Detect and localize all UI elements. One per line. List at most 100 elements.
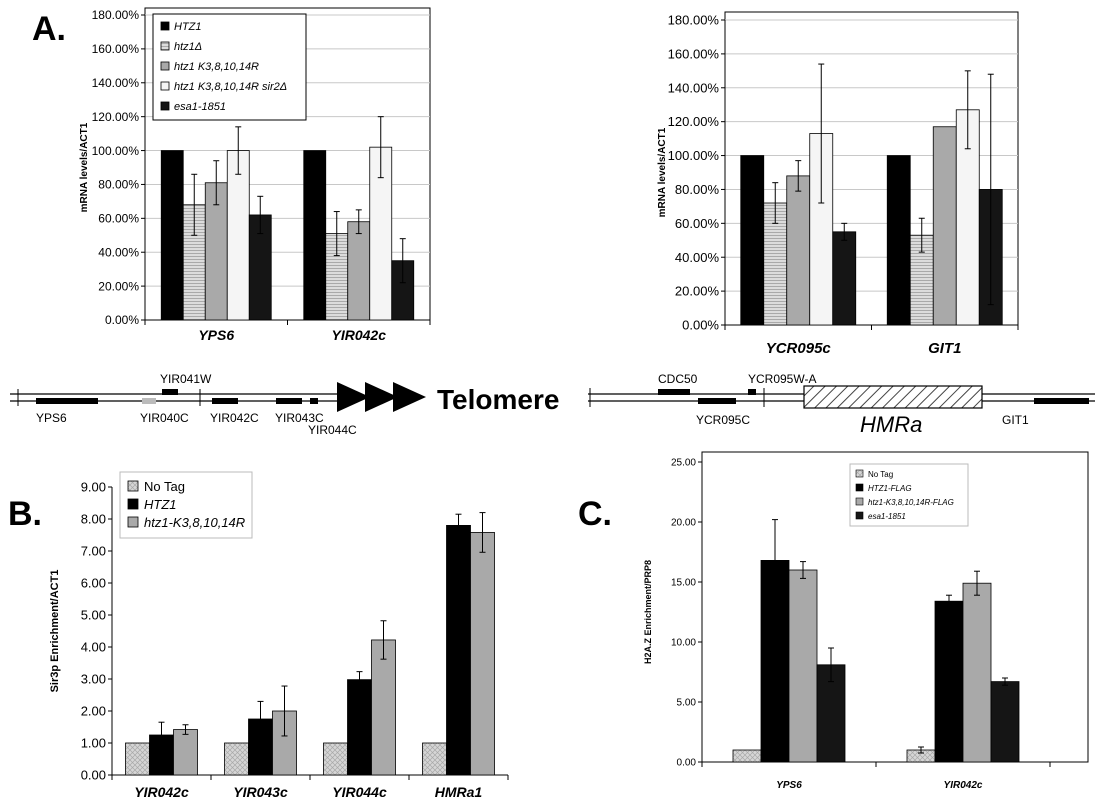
y-tick-label: 40.00% — [675, 250, 720, 265]
legend-a-swatch-2 — [160, 61, 170, 71]
y-tick-label: 140.00% — [92, 76, 140, 90]
legend-a-label-0: HTZ1 — [174, 21, 202, 33]
y-axis-title: H2A.Z Enrichment/PRP8 — [643, 560, 653, 664]
y-tick-label: 1.00 — [81, 736, 106, 751]
bar — [962, 582, 992, 763]
bar — [788, 569, 818, 763]
y-tick-label: 9.00 — [81, 480, 106, 495]
gene-label-yir043c: YIR043C — [275, 411, 324, 425]
bar — [347, 221, 371, 321]
gene-label-yir040c: YIR040C — [140, 411, 189, 425]
legend-b-swatch-0 — [127, 480, 139, 492]
legend-c-swatch-3 — [855, 511, 864, 520]
legend-a-swatch-4 — [160, 101, 170, 111]
legend-a-frame — [152, 13, 307, 121]
y-tick-label: 4.00 — [81, 640, 106, 655]
bar — [125, 742, 150, 776]
legend-c-frame — [849, 463, 969, 527]
y-tick-label: 10.00 — [671, 638, 696, 649]
y-tick-label: 40.00% — [98, 245, 139, 259]
bar — [347, 679, 372, 776]
gene-ycr095w-a — [748, 389, 756, 395]
gene-yir041w — [162, 389, 178, 395]
category-label: YIR042c — [944, 780, 983, 791]
y-tick-label: 0.00% — [682, 318, 719, 333]
telomere-arrow-1 — [337, 382, 370, 412]
legend-b-frame — [119, 471, 253, 539]
legend-b-label-0: No Tag — [144, 479, 185, 494]
category-label: GIT1 — [928, 340, 961, 357]
y-tick-label: 140.00% — [668, 80, 720, 95]
bar — [732, 749, 762, 763]
y-tick-label: 15.00 — [671, 578, 696, 589]
legend-b-label-2: htz1-K3,8,10,14R — [144, 515, 245, 530]
legend-c-swatch-2 — [855, 497, 864, 506]
legend-a-swatch-0 — [160, 21, 170, 31]
gene-label-yir044c: YIR044C — [308, 423, 357, 437]
gene-cdc50 — [658, 389, 690, 395]
y-tick-label: 100.00% — [92, 144, 140, 158]
legend-a-label-1: htz1Δ — [174, 41, 202, 53]
y-tick-label: 20.00% — [98, 279, 139, 293]
chart-a-right: 0.00% 20.00% 40.00% 60.00% 80.00% 100.00% 120.… — [657, 11, 1019, 357]
panel-label-a: A. — [32, 10, 66, 48]
chart-c: 0.00 5.00 10.00 15.00 20.00 25.00 YPS6 YIR042c H… — [643, 451, 1089, 791]
legend-b-swatch-1 — [127, 498, 139, 510]
y-tick-label: 0.00% — [105, 313, 139, 327]
y-tick-label: 5.00 — [81, 608, 106, 623]
legend-c-label-0: No Tag — [868, 470, 893, 479]
legend-c: No Tag HTZ1-FLAG htz1-K3,8,10,14R-FLAG e… — [849, 463, 969, 527]
bar — [226, 150, 250, 321]
y-tick-label: 6.00 — [81, 576, 106, 591]
y-tick-label: 0.00 — [81, 768, 106, 783]
gene-label-hmra: HMRa — [860, 412, 922, 437]
y-axis-title: mRNA levels/ACT1 — [657, 127, 668, 217]
gene-label-git1: GIT1 — [1002, 413, 1029, 427]
legend-a-label-4: esa1-1851 — [174, 101, 226, 113]
bar — [224, 742, 249, 776]
legend-b-label-1: HTZ1 — [144, 497, 177, 512]
y-axis-title: mRNA levels/ACT1 — [79, 122, 90, 212]
category-label: YIR043c — [233, 784, 288, 800]
gene-label-yps6: YPS6 — [36, 411, 67, 425]
y-tick-label: 80.00% — [98, 178, 139, 192]
y-tick-label: 0.00 — [677, 758, 697, 769]
gene-label-yir042c: YIR042C — [210, 411, 259, 425]
y-tick-label: 8.00 — [81, 512, 106, 527]
gene-label-ycr095w-a: YCR095W-A — [748, 372, 816, 386]
legend-b: No Tag HTZ1 htz1-K3,8,10,14R — [119, 471, 253, 539]
y-tick-label: 3.00 — [81, 672, 106, 687]
y-tick-label: 80.00% — [675, 182, 720, 197]
telomere-arrow-2 — [365, 382, 398, 412]
category-label: YIR042c — [332, 327, 387, 343]
gene-yir040c — [142, 398, 156, 404]
gene-yir042c — [212, 398, 238, 404]
bar — [740, 155, 765, 326]
legend-c-label-1: HTZ1-FLAG — [868, 484, 912, 493]
genome-map-right: CDC50 YCR095W-A YCR095C HMRa GIT1 — [588, 372, 1095, 437]
gene-label-ycr095c: YCR095C — [696, 413, 750, 427]
bar — [371, 639, 396, 776]
y-tick-label: 180.00% — [92, 8, 140, 22]
gene-label-cdc50: CDC50 — [658, 372, 698, 386]
bar — [422, 742, 447, 776]
gene-ycr095c — [698, 398, 736, 404]
y-tick-label: 60.00% — [675, 216, 720, 231]
y-tick-label: 5.00 — [677, 698, 697, 709]
legend-c-swatch-1 — [855, 483, 864, 492]
legend-a-swatch-3 — [160, 81, 170, 91]
bar — [446, 525, 471, 776]
y-axis-title: Sir3p Enrichment/ACT1 — [49, 570, 61, 693]
y-tick-label: 60.00% — [98, 212, 139, 226]
gene-yir043c — [276, 398, 302, 404]
legend-c-label-3: esa1-1851 — [868, 512, 906, 521]
legend-a: HTZ1 htz1Δ htz1 K3,8,10,14R htz1 K3,8,10… — [152, 13, 307, 121]
bar — [932, 126, 957, 326]
bar — [990, 681, 1020, 763]
gene-yps6 — [36, 398, 98, 404]
legend-c-swatch-0 — [855, 469, 864, 478]
panel-label-b: B. — [8, 495, 42, 533]
category-label: YCR095c — [766, 340, 832, 357]
y-tick-label: 120.00% — [92, 110, 140, 124]
